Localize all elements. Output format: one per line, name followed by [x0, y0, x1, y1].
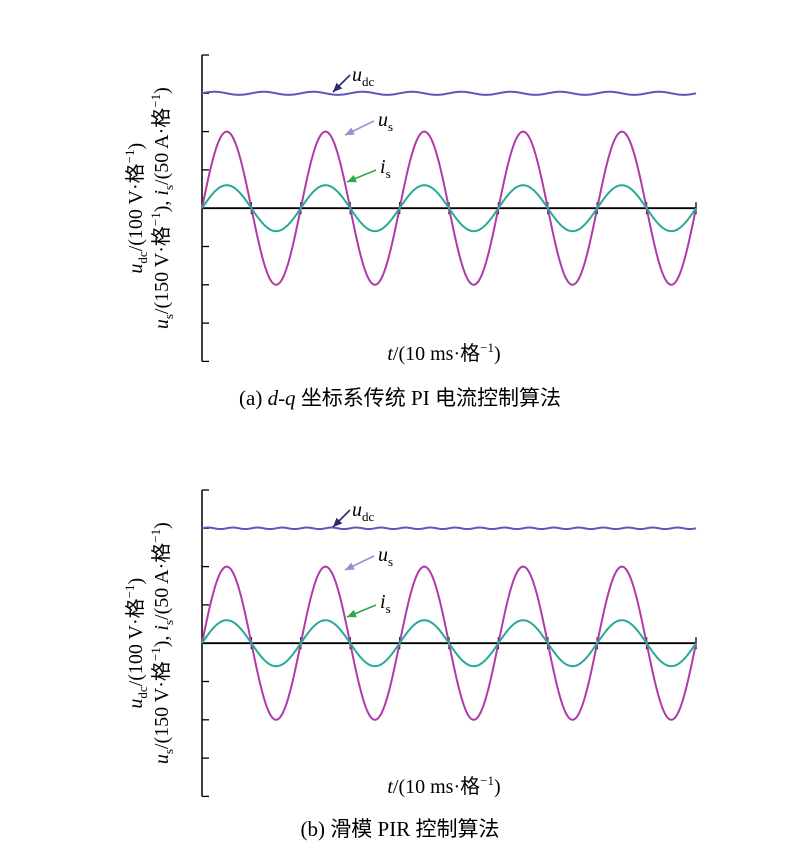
series-label-udc: udc [352, 64, 375, 89]
series-udc [201, 90, 697, 96]
y-axis-label-line2: us/(150 V·格−1), is/(50 A·格−1) [148, 87, 176, 329]
series-udc [201, 526, 697, 531]
panel-caption: (a) d-q 坐标系传统 PI 电流控制算法 [239, 386, 561, 410]
y-axis-label-line1: udc/(100 V·格−1) [122, 143, 150, 274]
panel-caption: (b) 滑模 PIR 控制算法 [301, 817, 500, 841]
series-is [201, 619, 697, 668]
series-label-is: is [380, 156, 391, 181]
y-axis-label-line1: udc/(100 V·格−1) [122, 578, 150, 709]
y-axis-label-line2: us/(150 V·格−1), is/(50 A·格−1) [148, 522, 176, 764]
x-axis-label: t/(10 ms·格−1) [387, 340, 500, 365]
x-axis-label: t/(10 ms·格−1) [387, 773, 500, 798]
series-label-udc: udc [352, 499, 375, 524]
series-label-arrow [344, 120, 375, 136]
series-label-arrow [332, 509, 351, 528]
series-label-arrow [332, 74, 351, 93]
series-label-is: is [380, 591, 391, 616]
series-label-us: us [378, 109, 393, 134]
series-label-arrow [344, 555, 375, 571]
y-axis-label: udc/(100 V·格−1)us/(150 V·格−1), is/(50 A·… [122, 87, 176, 329]
y-axis-label: udc/(100 V·格−1)us/(150 V·格−1), is/(50 A·… [122, 522, 176, 764]
series-label-arrow [346, 604, 377, 618]
series-label-arrow [346, 169, 377, 183]
series-label-us: us [378, 544, 393, 569]
series-is [201, 184, 697, 233]
